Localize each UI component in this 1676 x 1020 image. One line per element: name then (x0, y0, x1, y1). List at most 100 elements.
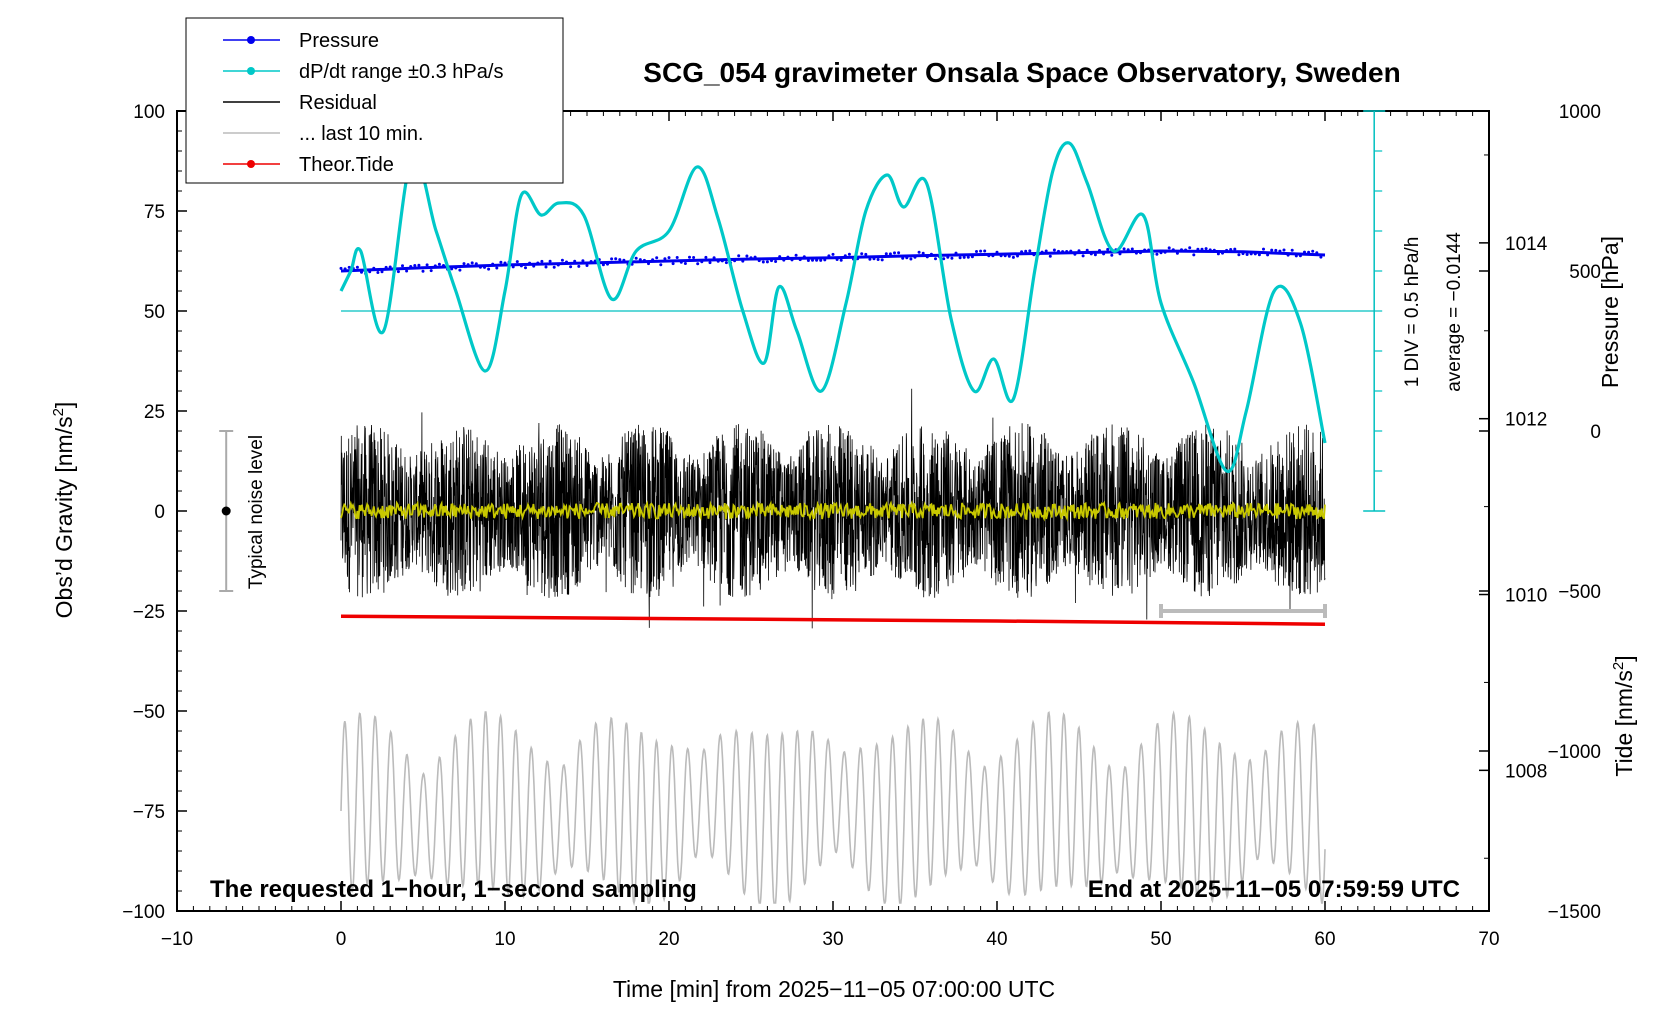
dpdt-line (339, 141, 1327, 473)
y-axis-label-left: Obs’d Gravity [nm/s2] (50, 402, 77, 619)
last10-line (340, 710, 1326, 907)
pressure-point (499, 260, 503, 264)
pressure-point (884, 252, 888, 256)
pressure-point (683, 262, 687, 265)
pressure-point (1167, 246, 1171, 250)
bottom-right-note: End at 2025−11−05 07:59:59 UTC (1088, 876, 1460, 903)
pressure-point (1098, 249, 1101, 252)
pressure-point (433, 264, 437, 268)
pressure-point (1171, 248, 1175, 252)
x-tick-label: 40 (986, 929, 1007, 950)
pressure-tick-label: 1010 (1505, 586, 1547, 607)
pressure-point (688, 255, 691, 259)
pressure-point (528, 261, 532, 265)
pressure-point (1143, 248, 1147, 252)
pressure-point (700, 260, 704, 264)
pressure-point (421, 269, 425, 273)
pressure-point (450, 267, 454, 271)
pressure-point (556, 263, 560, 267)
pressure-point (589, 260, 593, 263)
pressure-point (770, 259, 773, 263)
pressure-point (429, 269, 433, 273)
legend-label: Theor.Tide (299, 154, 394, 176)
pressure-tick-label: 1014 (1505, 234, 1548, 255)
pressure-point (474, 262, 478, 266)
x-tick-label: 70 (1478, 929, 1499, 950)
pressure-point (913, 255, 917, 259)
pressure-point (1110, 253, 1114, 257)
residual-smoothed-line (340, 499, 1326, 522)
pressure-point (1266, 253, 1270, 257)
residual-smoothed-series (340, 499, 1326, 522)
pressure-point (1016, 254, 1019, 258)
pressure-point (917, 250, 921, 254)
pressure-point (901, 256, 905, 260)
pressure-point (1274, 248, 1278, 252)
pressure-point (368, 270, 372, 274)
pressure-point (811, 258, 814, 262)
x-axis-label: Time [min] from 2025−11−05 07:00:00 UTC (613, 976, 1055, 1002)
tide-tick-label: 0 (1590, 422, 1601, 443)
tide-axis-label-main: Tide [nm/s (1611, 670, 1637, 777)
pressure-point (823, 258, 827, 262)
pressure-point (1077, 249, 1081, 253)
pressure-point (1048, 254, 1052, 258)
pressure-point (934, 257, 937, 261)
pressure-point (622, 258, 626, 262)
pressure-point (753, 255, 757, 259)
x-tick-label: 60 (1314, 929, 1335, 950)
pressure-axis-ticks: 1014 1012 1010 1008 (1479, 154, 1548, 859)
legend-marker (247, 36, 255, 44)
pressure-point (667, 256, 671, 260)
pressure-point (581, 259, 585, 263)
pressure-point (466, 263, 470, 267)
legend-label: dP/dt range ±0.3 hPa/s (299, 61, 503, 83)
pressure-point (1208, 248, 1212, 252)
pressure-point (737, 254, 741, 258)
legend-label: Residual (299, 92, 377, 114)
pressure-point (979, 249, 983, 253)
pressure-point (1298, 254, 1302, 258)
y-tick-label: 75 (144, 202, 165, 223)
pressure-point (1134, 251, 1138, 255)
pressure-point (905, 256, 909, 260)
x-tick-label: 10 (494, 929, 515, 950)
y-axis-label-left-sup: 2 (50, 408, 67, 416)
pressure-point (659, 263, 663, 267)
pressure-point (376, 271, 380, 274)
pressure-point (987, 254, 991, 258)
y-axis-ticks: 100 75 50 25 0 −25 −50 −75 −100 (122, 102, 187, 923)
pressure-point (1262, 247, 1265, 251)
average-label: average = −0.0144 (1444, 232, 1465, 392)
pressure-point (843, 254, 847, 258)
y-axis-label-left-end: ] (51, 402, 77, 408)
pressure-point (819, 258, 823, 262)
dpdt-scale-bar (1363, 110, 1386, 512)
pressure-point (1249, 252, 1253, 256)
pressure-point (519, 264, 523, 268)
pressure-point (1204, 247, 1208, 251)
legend-label: ... last 10 min. (299, 123, 424, 145)
pressure-point (384, 265, 388, 269)
pressure-point (634, 256, 638, 260)
pressure-point (1319, 255, 1323, 259)
pressure-point (573, 259, 577, 263)
pressure-point (1278, 249, 1282, 253)
pressure-point (462, 262, 466, 266)
y-tick-label: −100 (122, 902, 165, 923)
pressure-point (802, 255, 806, 259)
pressure-point (1118, 252, 1122, 256)
theoretical-tide-line (340, 614, 1326, 626)
pressure-point (716, 259, 720, 263)
pressure-point (724, 261, 728, 265)
pressure-point (888, 252, 892, 256)
pressure-point (831, 252, 835, 256)
pressure-point (1052, 248, 1056, 252)
pressure-point (663, 257, 667, 261)
pressure-point (864, 252, 868, 256)
pressure-point (569, 265, 573, 269)
pressure-point (991, 254, 995, 258)
pressure-point (999, 254, 1003, 258)
pressure-point (1085, 248, 1089, 252)
